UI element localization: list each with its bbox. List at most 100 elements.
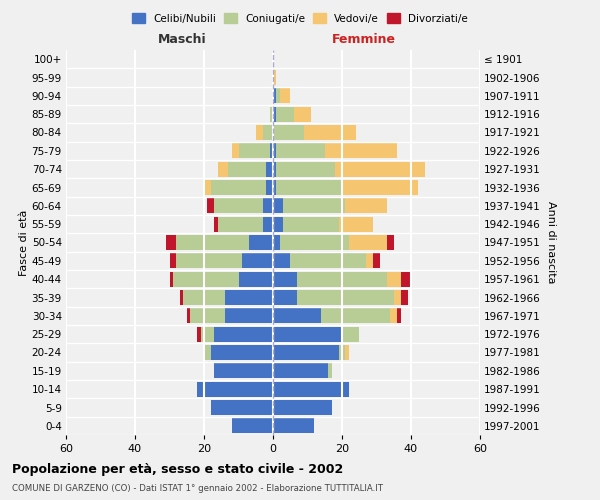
Bar (190, 308, 273, 324)
Bar (273, 254, 380, 268)
Bar (273, 364, 332, 378)
Bar (273, 364, 332, 378)
Bar (176, 254, 273, 268)
Bar (232, 418, 273, 434)
Bar (239, 272, 273, 286)
Bar (273, 345, 338, 360)
Bar (273, 418, 314, 434)
Bar (232, 144, 273, 158)
Text: Popolazione per età, sesso e stato civile - 2002: Popolazione per età, sesso e stato civil… (12, 462, 343, 475)
Bar (273, 235, 349, 250)
Bar (173, 272, 273, 286)
Bar (269, 106, 273, 122)
Bar (214, 364, 273, 378)
Bar (266, 162, 273, 176)
Bar (266, 180, 273, 195)
Bar (184, 290, 273, 305)
Bar (263, 216, 273, 232)
Bar (200, 326, 273, 342)
Bar (273, 106, 311, 122)
Bar (170, 272, 273, 286)
Bar (180, 290, 273, 305)
Bar (214, 326, 273, 342)
Bar (211, 400, 273, 415)
Bar (214, 198, 273, 214)
Bar (200, 326, 273, 342)
Bar (273, 418, 314, 434)
Bar (263, 198, 273, 214)
Bar (214, 198, 273, 214)
Bar (211, 400, 273, 415)
Y-axis label: Fasce di età: Fasce di età (19, 210, 29, 276)
Bar (273, 290, 297, 305)
Bar (273, 382, 349, 396)
Bar (176, 254, 273, 268)
Bar (232, 144, 273, 158)
Bar (273, 144, 397, 158)
Bar (273, 345, 349, 360)
Text: COMUNE DI GARZENO (CO) - Dati ISTAT 1° gennaio 2002 - Elaborazione TUTTITALIA.IT: COMUNE DI GARZENO (CO) - Dati ISTAT 1° g… (12, 484, 383, 493)
Bar (273, 106, 311, 122)
Bar (273, 326, 359, 342)
Bar (273, 144, 325, 158)
Bar (204, 345, 273, 360)
Bar (273, 106, 277, 122)
Bar (273, 345, 349, 360)
Bar (224, 290, 273, 305)
Bar (197, 382, 273, 396)
Bar (273, 382, 349, 396)
Legend: Celibi/Nubili, Coniugati/e, Vedovi/e, Divorziati/e: Celibi/Nubili, Coniugati/e, Vedovi/e, Di… (129, 10, 471, 26)
Bar (269, 106, 273, 122)
Bar (273, 162, 425, 176)
Bar (256, 125, 273, 140)
Y-axis label: Anni di nascita: Anni di nascita (547, 201, 556, 284)
Bar (273, 162, 277, 176)
Bar (273, 198, 387, 214)
Bar (273, 364, 328, 378)
Bar (273, 308, 401, 324)
Bar (273, 198, 283, 214)
Bar (273, 235, 280, 250)
Bar (273, 272, 401, 286)
Bar (269, 144, 273, 158)
Bar (273, 180, 418, 195)
Bar (184, 290, 273, 305)
Bar (273, 88, 277, 104)
Bar (273, 308, 397, 324)
Bar (273, 144, 277, 158)
Bar (232, 418, 273, 434)
Bar (204, 180, 273, 195)
Bar (166, 235, 273, 250)
Bar (228, 162, 273, 176)
Bar (273, 326, 342, 342)
Bar (273, 272, 387, 286)
Bar (197, 382, 273, 396)
Bar (197, 382, 273, 396)
Bar (273, 418, 314, 434)
Bar (273, 418, 314, 434)
Bar (218, 216, 273, 232)
Bar (273, 290, 394, 305)
Bar (214, 364, 273, 378)
Bar (211, 345, 273, 360)
Bar (214, 364, 273, 378)
Bar (273, 125, 356, 140)
Bar (273, 180, 418, 195)
Bar (273, 400, 332, 415)
Bar (218, 216, 273, 232)
Bar (273, 308, 322, 324)
Bar (273, 235, 387, 250)
Bar (211, 180, 273, 195)
Bar (273, 272, 297, 286)
Bar (273, 400, 332, 415)
Bar (176, 235, 273, 250)
Bar (273, 88, 290, 104)
Bar (273, 308, 391, 324)
Bar (204, 345, 273, 360)
Bar (208, 198, 273, 214)
Bar (211, 400, 273, 415)
Bar (273, 290, 407, 305)
Bar (204, 180, 273, 195)
Text: Maschi: Maschi (158, 33, 206, 46)
Bar (249, 235, 273, 250)
